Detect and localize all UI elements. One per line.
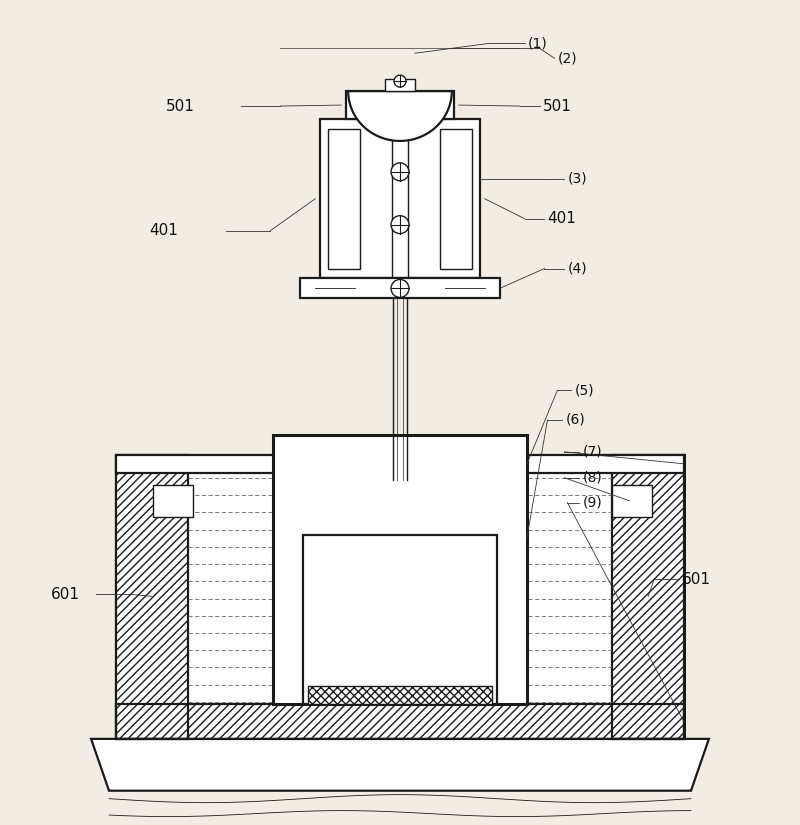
- Text: 501: 501: [166, 98, 194, 114]
- Bar: [116, 455, 188, 739]
- Text: (4): (4): [567, 262, 587, 276]
- Text: (3): (3): [567, 172, 587, 186]
- Bar: [328, 129, 360, 268]
- Text: (5): (5): [574, 383, 594, 397]
- Text: 401: 401: [149, 223, 178, 238]
- Text: 601: 601: [682, 572, 711, 587]
- Bar: [300, 279, 500, 299]
- Text: (9): (9): [582, 496, 602, 510]
- Bar: [303, 535, 497, 704]
- Text: 501: 501: [542, 98, 571, 114]
- Text: (1): (1): [527, 36, 547, 50]
- Text: 401: 401: [547, 211, 576, 226]
- Bar: [440, 129, 472, 268]
- Bar: [153, 485, 193, 516]
- Text: (7): (7): [582, 445, 602, 459]
- Bar: [612, 455, 684, 739]
- Circle shape: [394, 75, 406, 87]
- Text: (8): (8): [582, 471, 602, 485]
- Bar: [346, 91, 454, 119]
- Bar: [320, 119, 480, 279]
- Bar: [328, 129, 360, 268]
- Bar: [308, 686, 492, 704]
- Bar: [274, 435, 526, 704]
- Bar: [116, 704, 684, 739]
- Text: 601: 601: [51, 587, 80, 602]
- Bar: [440, 129, 472, 268]
- Bar: [612, 455, 684, 739]
- Bar: [116, 455, 188, 739]
- Bar: [116, 455, 684, 739]
- Bar: [612, 485, 652, 516]
- Text: (2): (2): [558, 51, 577, 65]
- Polygon shape: [348, 91, 452, 141]
- Bar: [116, 455, 684, 473]
- Bar: [308, 686, 492, 704]
- Circle shape: [391, 280, 409, 297]
- Text: (6): (6): [566, 413, 585, 427]
- Bar: [385, 79, 415, 91]
- Polygon shape: [91, 739, 709, 790]
- Bar: [116, 704, 684, 739]
- Circle shape: [391, 163, 409, 181]
- Circle shape: [391, 215, 409, 233]
